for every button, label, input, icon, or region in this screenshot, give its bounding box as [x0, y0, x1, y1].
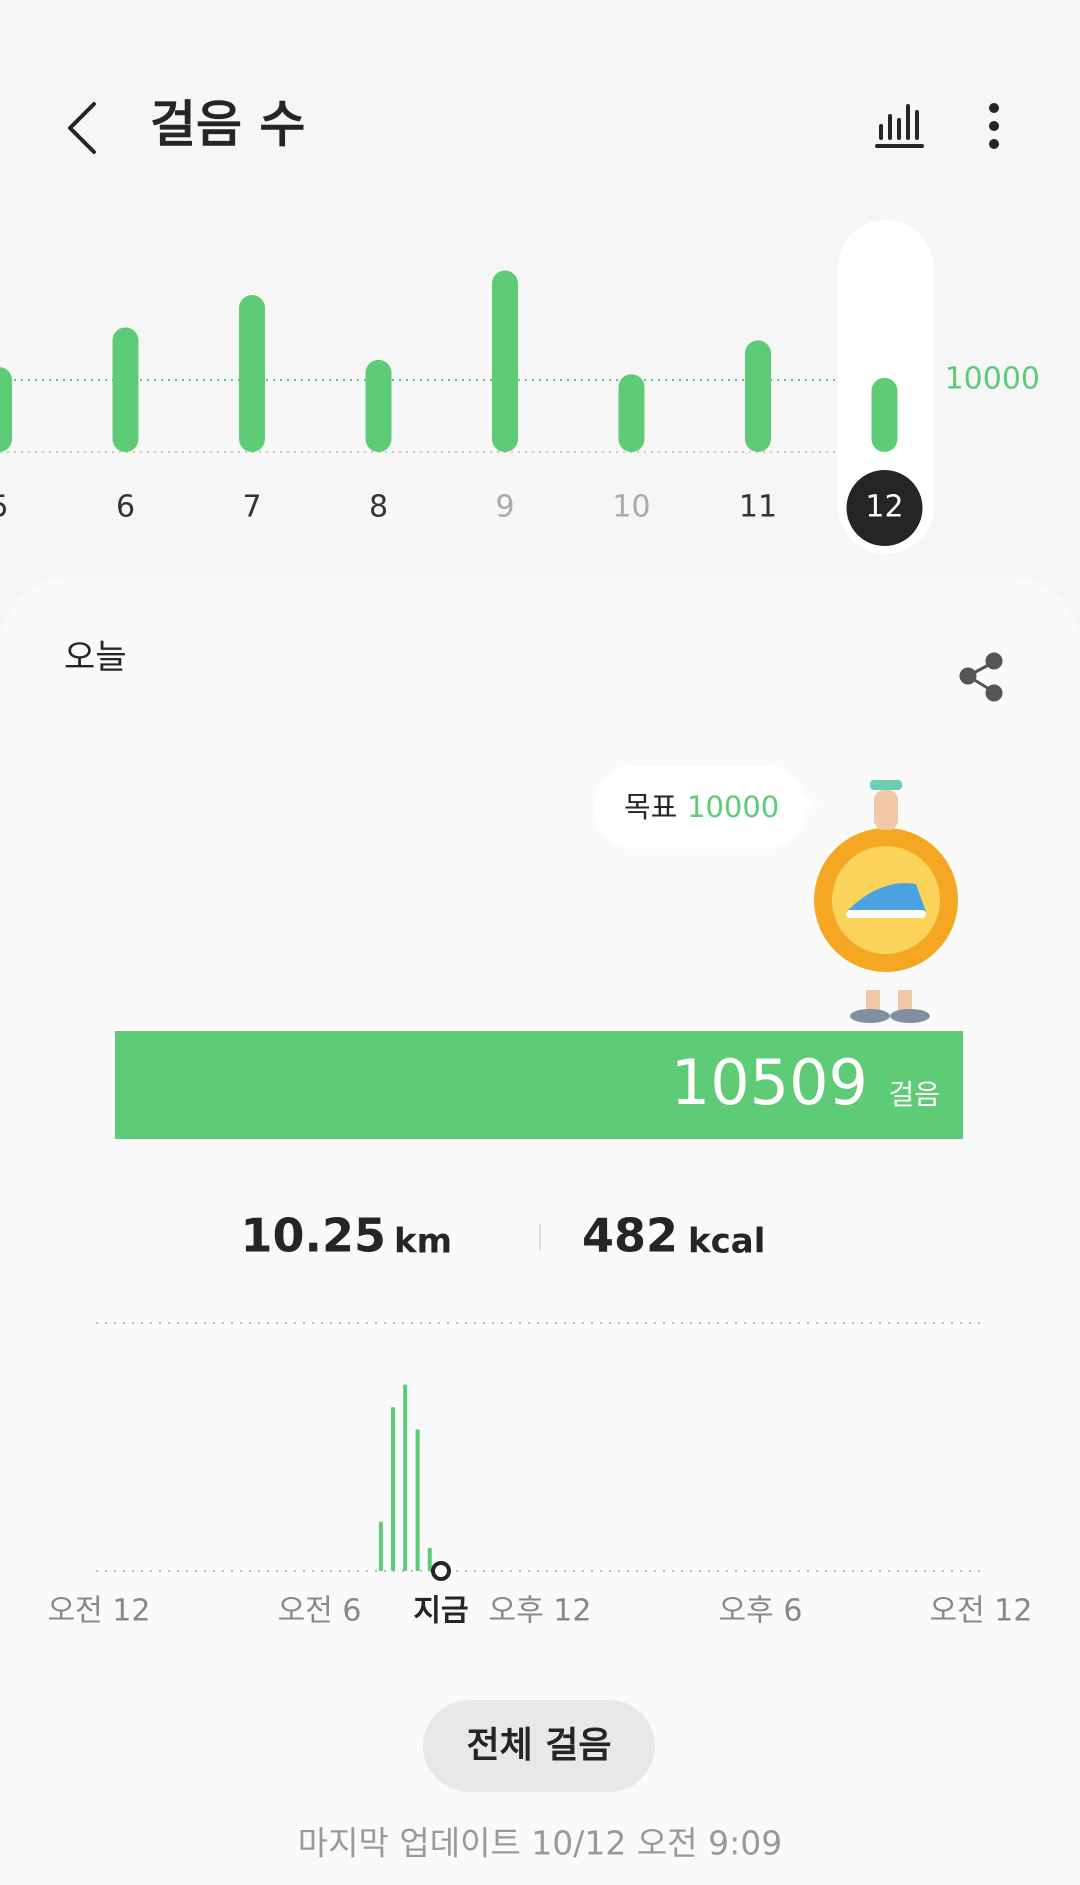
day-label: 8 — [369, 490, 388, 525]
all-steps-button[interactable] — [423, 1700, 655, 1792]
bar — [391, 1407, 395, 1571]
step-progress-bar — [115, 1031, 963, 1139]
x-tick-label: 오전 12 — [48, 1594, 151, 1629]
day-label: 9 — [495, 490, 514, 525]
day-label: 10 — [612, 490, 650, 525]
chart-icon[interactable] — [875, 104, 924, 148]
x-tick-label: 오전 6 — [278, 1594, 362, 1629]
bar — [618, 374, 645, 452]
x-tick-label: 오전 12 — [930, 1594, 1033, 1629]
calories-unit: kcal — [688, 1222, 765, 1262]
bar — [239, 295, 265, 452]
now-marker — [431, 1561, 451, 1581]
step-unit: 걸음 — [888, 1078, 940, 1111]
x-tick-label: 오후 6 — [719, 1594, 803, 1629]
calories-value: 482 — [582, 1209, 678, 1263]
page-title: 걸음 수 — [150, 96, 305, 154]
today-label: 오늘 — [64, 638, 127, 678]
distance-unit: km — [394, 1222, 452, 1262]
day-label: 12 — [865, 490, 903, 525]
hourly-chart: 오전 12 오전 6 오후 12 오후 6 오전 12 지금 — [48, 1384, 1033, 1629]
step-count: 10509 — [671, 1046, 868, 1119]
goal-bubble: 목표 10000 — [594, 766, 818, 849]
bar — [871, 377, 898, 452]
distance-value: 10.25 — [240, 1209, 386, 1263]
share-button[interactable] — [959, 652, 1003, 702]
last-update: 마지막 업데이트 10/12 오전 9:09 — [298, 1824, 782, 1863]
bar — [365, 359, 392, 452]
day-label: 6 — [116, 490, 135, 525]
goal-line-label: 10000 — [945, 362, 1040, 397]
bar — [415, 1429, 420, 1571]
selected-day-marker — [846, 470, 923, 546]
day-label: 7 — [242, 490, 261, 525]
bar — [112, 327, 139, 452]
goal-value: 10000 — [687, 790, 779, 824]
now-label: 지금 — [413, 1594, 468, 1629]
back-button[interactable] — [68, 102, 96, 154]
all-steps-label: 전체 걸음 — [466, 1725, 611, 1766]
bar — [378, 1521, 383, 1571]
bar — [0, 367, 12, 452]
goal-label: 목표 — [624, 790, 677, 824]
more-menu[interactable] — [989, 103, 999, 149]
day-label: 5 — [0, 490, 9, 525]
bar — [427, 1547, 432, 1571]
x-tick-label: 오후 12 — [489, 1594, 592, 1629]
weekly-chart: 10000 5 6 7 8 9 10 11 12 — [0, 270, 1040, 546]
mascot-illustration — [814, 780, 958, 1023]
day-label: 11 — [739, 490, 777, 525]
bar — [403, 1384, 408, 1571]
bar — [745, 340, 771, 452]
bar — [492, 270, 518, 452]
